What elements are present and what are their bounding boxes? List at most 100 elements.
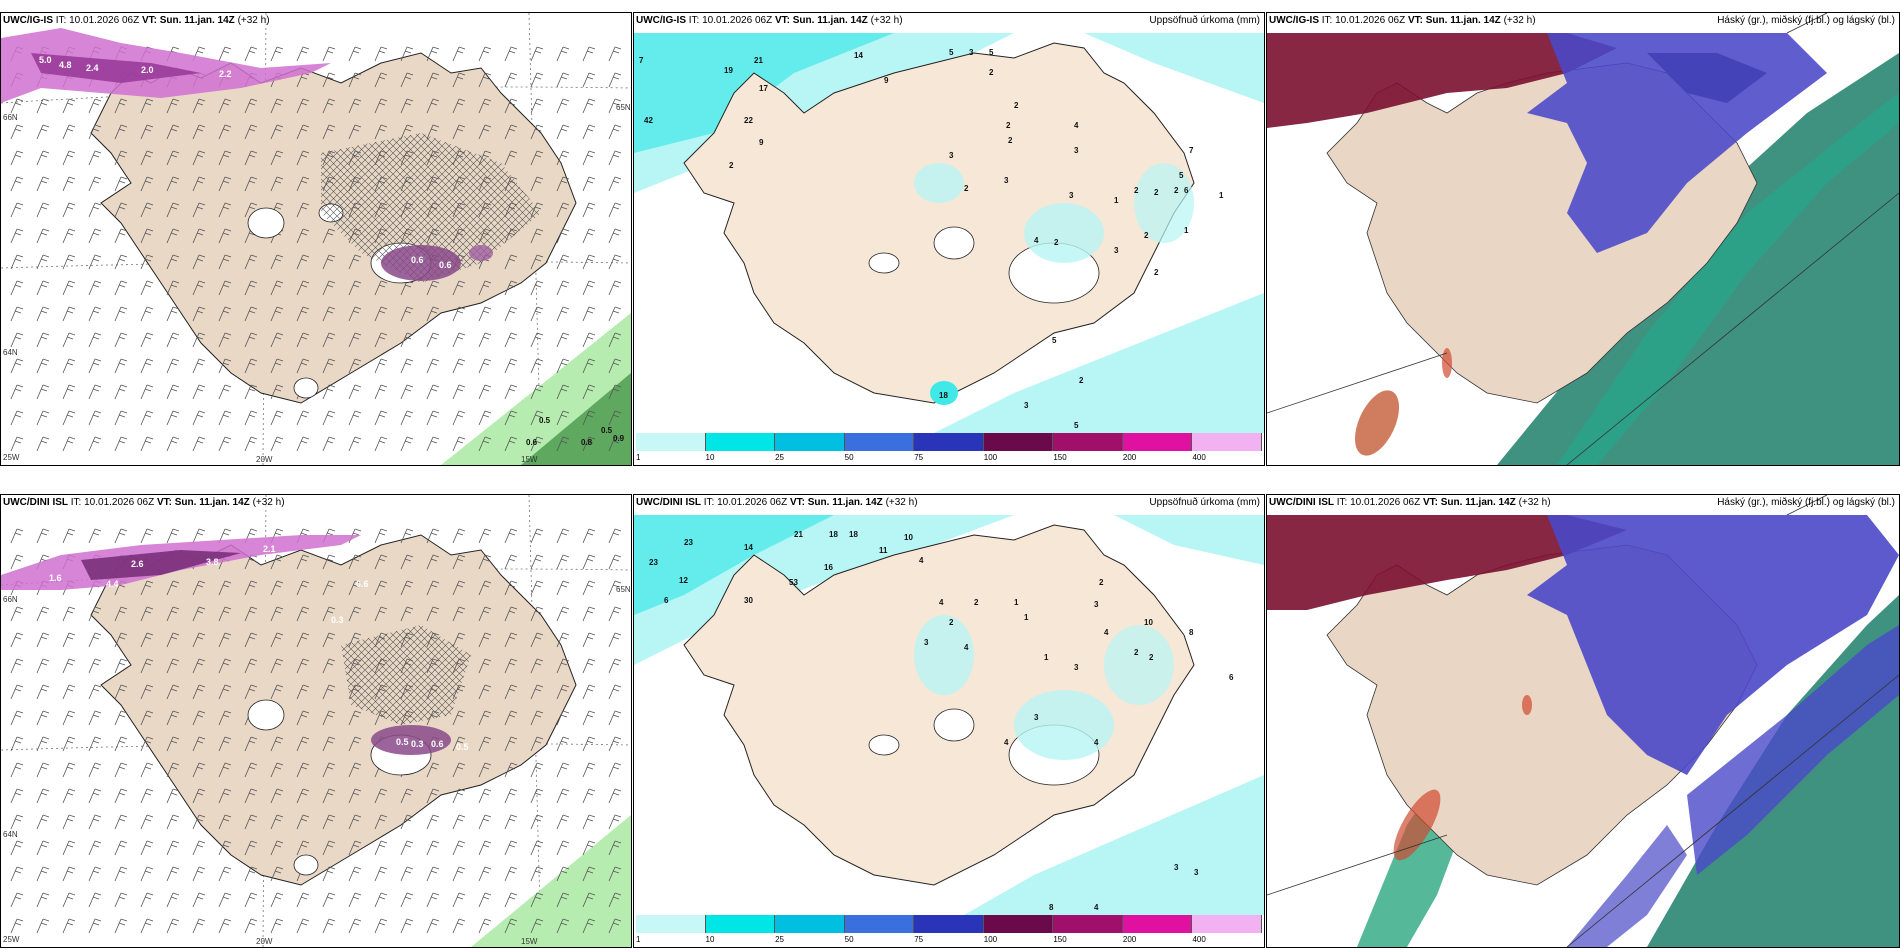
precip-value: 16: [824, 563, 833, 572]
axis-label-20w: 20W: [256, 937, 273, 946]
wind-barb: [62, 228, 76, 244]
wind-barb: [556, 528, 570, 544]
wind-barb: [530, 306, 544, 322]
wind-barb: [140, 228, 154, 244]
wind-barb: [478, 332, 492, 348]
wind-barb: [62, 306, 76, 322]
wind-barb: [244, 918, 258, 934]
wind-barb: [582, 384, 596, 400]
wind-barb: [322, 280, 336, 296]
precip-value: 2: [1099, 578, 1104, 587]
wind-barb: [36, 254, 50, 270]
legend-swatch: [983, 433, 1054, 451]
legend-swatch: [1192, 915, 1262, 933]
wind-barb: [36, 280, 50, 296]
wind-barb: [36, 814, 50, 830]
wind-barb: [556, 710, 570, 726]
wind-barb: [504, 892, 518, 908]
value-label: 0.6: [356, 579, 369, 589]
axis-label-15w: 15W: [521, 937, 538, 946]
wind-barb: [478, 658, 492, 674]
wind-barb: [62, 840, 76, 856]
precip-value: 4: [919, 556, 924, 565]
legend-swatch: [705, 915, 776, 933]
wind-barb: [10, 150, 24, 166]
wind-barb: [166, 150, 180, 166]
wind-barb: [88, 332, 102, 348]
wind-barb: [504, 918, 518, 934]
wind-barb: [478, 72, 492, 88]
wind-barb: [114, 866, 128, 882]
precip-value: 2: [1174, 186, 1179, 195]
map-bottom-left: 1.6 2.6 3.8 2.1 0.6 4.4 0.3 0.5 0.3 0.6 …: [1, 495, 631, 947]
panel-header: UWC/DINI ISL IT: 10.01.2026 06Z VT: Sun.…: [636, 497, 918, 508]
wind-barb: [348, 254, 362, 270]
wind-barb: [36, 98, 50, 114]
wind-barb: [192, 332, 206, 348]
wind-barb: [114, 150, 128, 166]
wind-barb: [10, 436, 24, 452]
panel-title: Uppsöfnuð úrkoma (mm): [1149, 497, 1260, 508]
wind-barb: [192, 228, 206, 244]
wind-barb: [36, 840, 50, 856]
wind-barb: [426, 528, 440, 544]
axis-label-65n: 65N: [616, 585, 631, 594]
wind-barb: [322, 358, 336, 374]
value-label: 0.5: [396, 737, 409, 747]
precip-value: 3: [1114, 246, 1119, 255]
vt-value: Sun. 11.jan. 14Z: [792, 15, 868, 26]
vt-label: VT:: [774, 15, 790, 26]
wind-barb: [530, 528, 544, 544]
wind-barb: [62, 892, 76, 908]
wind-barb: [62, 814, 76, 830]
wind-barb: [556, 606, 570, 622]
vt-label: VT:: [789, 497, 805, 508]
wind-barb: [426, 46, 440, 62]
wind-barb: [608, 436, 622, 452]
wind-barb: [140, 762, 154, 778]
wind-barb: [244, 150, 258, 166]
wind-barb: [62, 176, 76, 192]
value-label: 2.4: [86, 63, 99, 73]
wind-barb: [88, 710, 102, 726]
wind-barb: [218, 658, 232, 674]
wind-barb: [582, 762, 596, 778]
wind-barb: [608, 762, 622, 778]
wind-barb: [426, 358, 440, 374]
wind-barb: [88, 918, 102, 934]
value-label: 0.6: [411, 255, 424, 265]
wind-barb: [530, 124, 544, 140]
wind-barb: [400, 332, 414, 348]
wind-barb: [322, 684, 336, 700]
value-label: 5.0: [39, 55, 52, 65]
precip-value: 5: [1179, 171, 1184, 180]
wind-barb: [218, 788, 232, 804]
wind-barb: [478, 736, 492, 752]
wind-barb: [10, 254, 24, 270]
wind-barb: [270, 280, 284, 296]
wind-barb: [400, 410, 414, 426]
wind-barb: [192, 918, 206, 934]
wind-barb: [36, 710, 50, 726]
wind-barb: [348, 606, 362, 622]
value-label: 2.1: [263, 544, 276, 554]
wind-barb: [556, 918, 570, 934]
wind-barb: [400, 788, 414, 804]
value-label: 0.5: [601, 426, 613, 435]
wind-barb: [10, 384, 24, 400]
precip-value: 3: [949, 151, 954, 160]
wind-barb: [114, 892, 128, 908]
axis-label-20w: 20W: [256, 455, 273, 464]
wind-barb: [478, 892, 492, 908]
wind-barb: [140, 528, 154, 544]
wind-barb: [530, 358, 544, 374]
wind-barb: [556, 280, 570, 296]
wind-barb: [608, 788, 622, 804]
wind-barb: [140, 384, 154, 400]
precip-value: 3: [1034, 713, 1039, 722]
wind-barb: [192, 606, 206, 622]
wind-barb: [140, 306, 154, 322]
axis-label-25w: 25W: [3, 453, 20, 462]
wind-barb: [62, 606, 76, 622]
wind-barb: [322, 736, 336, 752]
